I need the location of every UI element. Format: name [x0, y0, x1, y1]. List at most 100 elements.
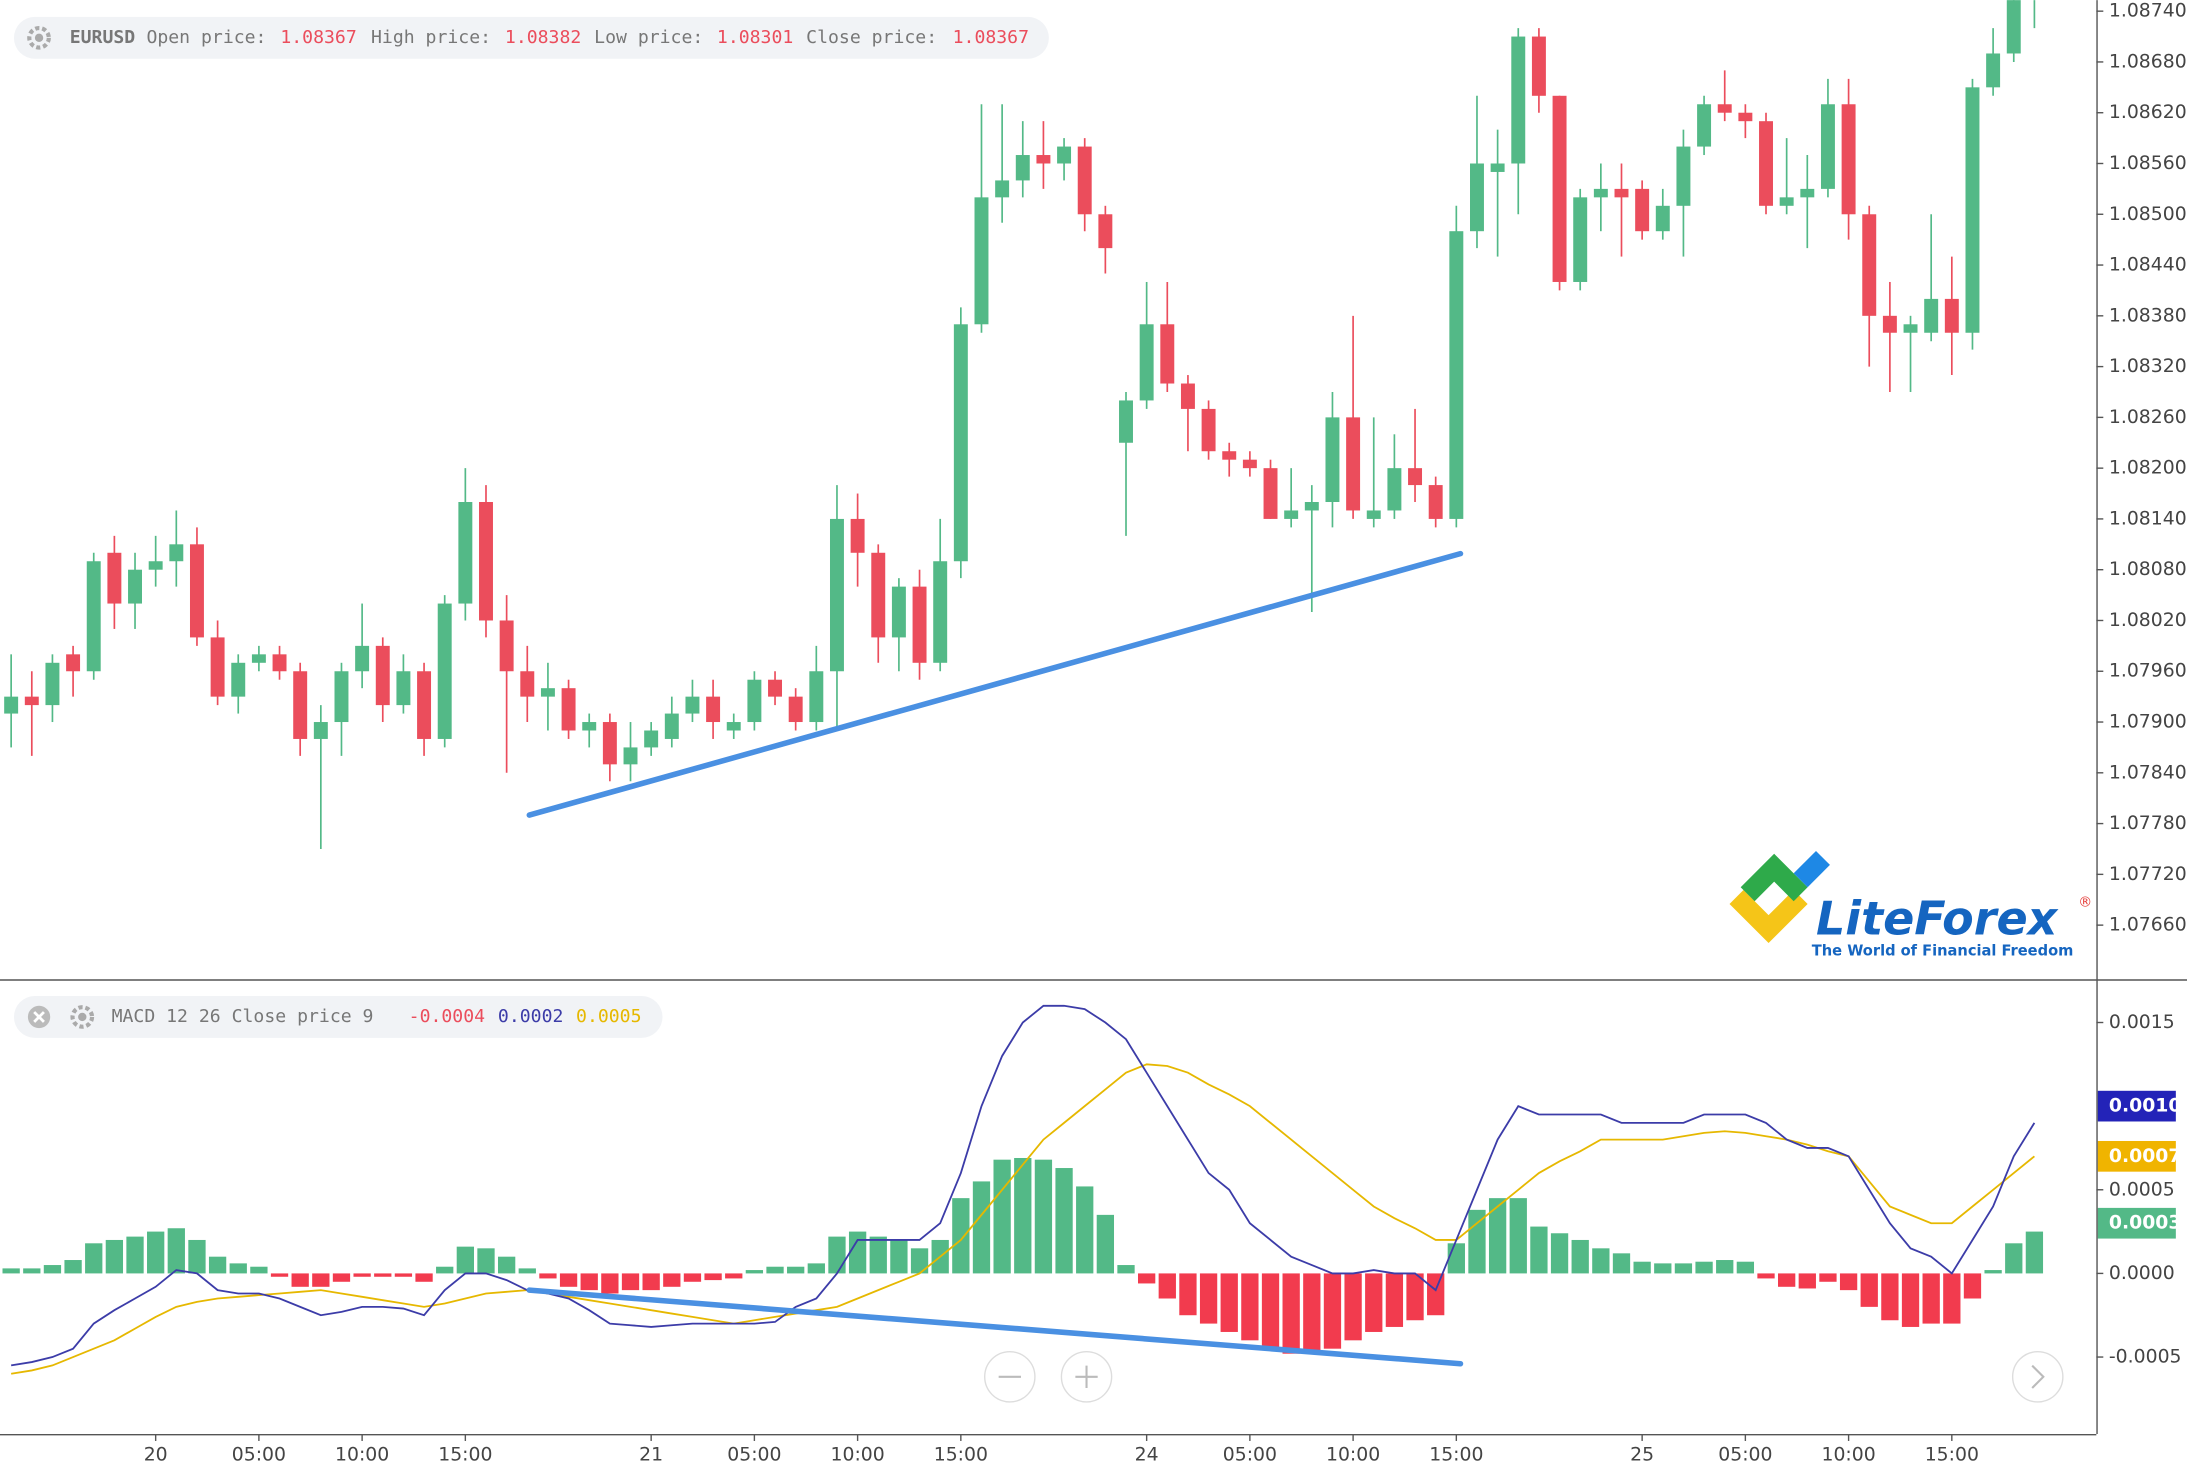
candle-body [540, 688, 555, 697]
y-tick-label: 1.07780 [2109, 813, 2187, 834]
histogram-bar [394, 1273, 413, 1277]
y-tick-label: -0.0005 [2109, 1347, 2182, 1368]
zoom-out[interactable] [984, 1351, 1036, 1403]
histogram-bar [1014, 1157, 1032, 1274]
candle-body [1263, 468, 1278, 519]
candle-body [1139, 324, 1154, 401]
histogram-bar [250, 1266, 268, 1274]
candle-body [1593, 188, 1608, 198]
candle-body [1841, 104, 1856, 215]
candle-body [1573, 197, 1588, 282]
histogram-bar [518, 1268, 536, 1274]
histogram-bar [64, 1260, 82, 1274]
gear-center[interactable] [34, 33, 44, 43]
histogram-bar [1819, 1273, 1837, 1282]
x-tick-label: 10:00 [1326, 1444, 1380, 1465]
last-value-label: 0.0007 [2109, 1146, 2182, 1167]
candle-body [706, 696, 721, 723]
candle-body [1531, 36, 1546, 96]
candle-body [1552, 95, 1567, 282]
logo-shape [1729, 890, 1808, 944]
histogram-bar [1592, 1248, 1610, 1274]
histogram-bar [848, 1231, 867, 1274]
gear[interactable] [27, 25, 51, 50]
candle-body [334, 671, 349, 723]
x-tick-label: 25 [1630, 1444, 1654, 1465]
histogram-bar [291, 1273, 309, 1287]
candle-body [1346, 417, 1361, 511]
legend-value: 1.08367 [953, 27, 1029, 48]
histogram-bar [869, 1236, 887, 1274]
histogram-bar [1117, 1265, 1135, 1274]
histogram-bar [2005, 1243, 2023, 1274]
y-tick-label: 1.08140 [2109, 508, 2187, 529]
zoom-in[interactable] [1060, 1351, 1113, 1403]
signal-line [10, 1063, 2035, 1375]
histogram-bar [477, 1248, 495, 1274]
histogram-bar [1034, 1159, 1053, 1274]
candle-body [437, 603, 452, 739]
histogram-bar [1220, 1273, 1238, 1332]
candle-body [1944, 298, 1959, 333]
logo: LiteForex ® The World of Financial Freed… [1729, 850, 2092, 959]
candle-body [66, 654, 81, 672]
button[interactable] [2011, 1351, 2064, 1403]
legend-label: Close price: [806, 27, 937, 48]
histogram-bar [1076, 1186, 1094, 1274]
last-value-badge [2097, 1140, 2176, 1172]
close-icon[interactable] [27, 1005, 51, 1029]
histogram-bar [332, 1273, 351, 1282]
histogram-bar [745, 1270, 764, 1274]
histogram-bar [1509, 1198, 1527, 1274]
histogram-bar [1943, 1273, 1961, 1324]
arrow[interactable] [2031, 1364, 2045, 1389]
macd-line [10, 1004, 2036, 1367]
candle-body [561, 688, 576, 731]
histogram-bar [1427, 1273, 1445, 1316]
histogram-bar [1984, 1270, 2002, 1274]
histogram-bar [312, 1273, 330, 1287]
candle-body [1924, 298, 1939, 333]
gear[interactable] [70, 1005, 95, 1029]
trendline [526, 550, 1464, 818]
settings-icon[interactable] [70, 1005, 95, 1029]
y-tick-label: 1.08380 [2109, 305, 2187, 326]
candle-body [1676, 146, 1691, 206]
candle-body [912, 586, 927, 663]
candle-body [396, 671, 411, 706]
y-tick-label: 1.08440 [2109, 255, 2187, 276]
candle-body [871, 552, 886, 638]
candle-body [768, 679, 783, 697]
settings-icon[interactable] [27, 25, 51, 50]
histogram-bar [1241, 1273, 1259, 1341]
gear-center[interactable] [78, 1012, 87, 1022]
histogram-bar [436, 1266, 454, 1274]
x-tick-label: 15:00 [1925, 1444, 1979, 1465]
candle-body [726, 722, 741, 731]
y-tick-label: 1.08320 [2109, 356, 2187, 377]
candle-body [685, 696, 700, 714]
candle-body [1284, 510, 1299, 519]
candle-body [313, 722, 328, 739]
close-x[interactable] [33, 1011, 45, 1023]
histogram-bar [1488, 1198, 1507, 1274]
last-value-badge [2097, 1090, 2176, 1122]
candle-body [1717, 104, 1732, 113]
histogram-bar [1261, 1273, 1280, 1349]
candle-body [1201, 408, 1216, 452]
candle-body [602, 722, 617, 765]
x-tick-label: 05:00 [232, 1444, 286, 1465]
plus[interactable] [1075, 1365, 1098, 1388]
histogram-bar [890, 1239, 908, 1274]
histogram-bar [807, 1263, 825, 1274]
histogram-bar [1612, 1253, 1631, 1274]
scroll-right[interactable] [2011, 1351, 2064, 1403]
histogram-bar [766, 1266, 784, 1274]
histogram-bar [601, 1273, 619, 1294]
logo-shape [1793, 850, 1830, 888]
histogram-bar [910, 1248, 929, 1274]
y-tick-label: 1.07840 [2109, 762, 2187, 783]
candle-body [1160, 324, 1175, 384]
x-tick-label: 15:00 [934, 1444, 988, 1465]
